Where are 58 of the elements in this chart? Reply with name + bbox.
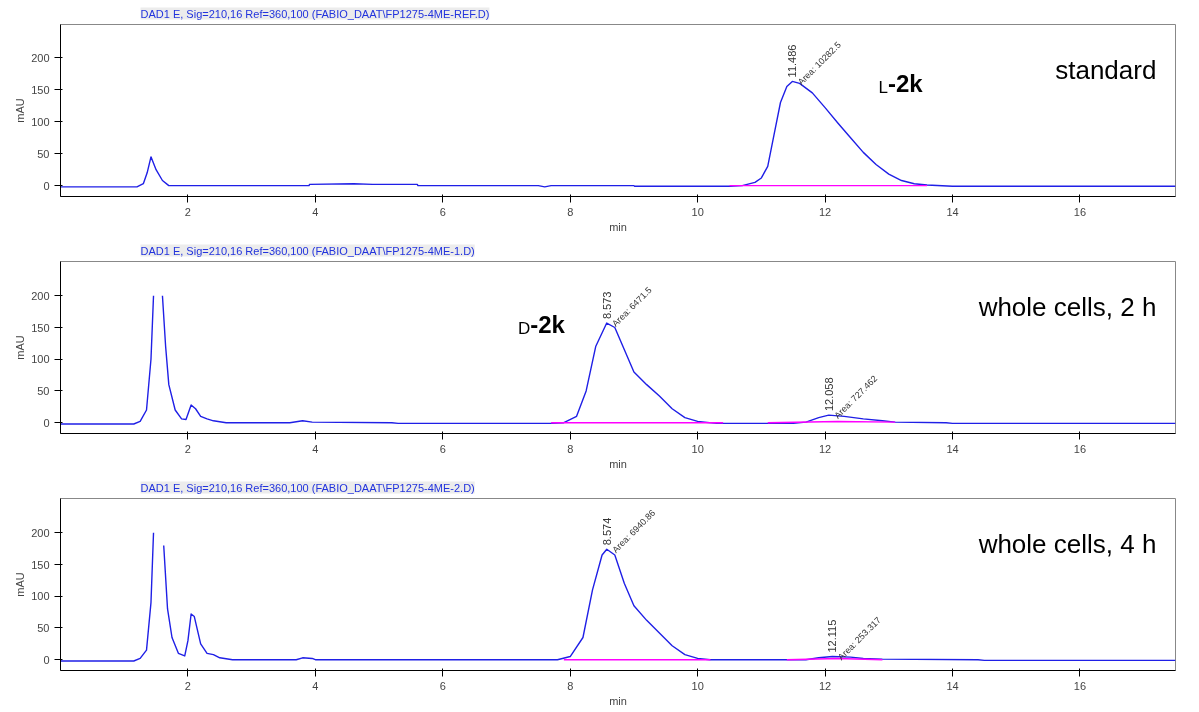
x-tick-label: 14 bbox=[946, 205, 959, 218]
y-tick-label: 200 bbox=[31, 526, 50, 539]
x-tick-label: 10 bbox=[691, 205, 704, 218]
x-tick-label: 2 bbox=[184, 679, 191, 692]
annotation: 12.058 bbox=[822, 377, 835, 412]
y-tick-label: 150 bbox=[31, 321, 50, 334]
x-axis-title: min bbox=[609, 457, 627, 470]
x-tick-label: 8 bbox=[567, 205, 574, 218]
annotation: whole cells, 2 h bbox=[977, 291, 1157, 322]
annotation: 8.573 bbox=[600, 291, 613, 320]
x-tick-label: 6 bbox=[439, 205, 446, 218]
annotation: D-2k bbox=[517, 311, 566, 339]
y-tick-label: 200 bbox=[31, 51, 50, 64]
x-axis-title: min bbox=[609, 694, 627, 707]
chart-title: DAD1 E, Sig=210,16 Ref=360,100 (FABIO_DAAT\FP1275-4ME-REF.D) bbox=[140, 7, 490, 20]
annotation: 8.574 bbox=[600, 517, 613, 546]
y-tick-label: 100 bbox=[31, 590, 50, 603]
annotation: 11.486 bbox=[786, 44, 799, 78]
chart-title: DAD1 E, Sig=210,16 Ref=360,100 (FABIO_DAAT\FP1275-4ME-2.D) bbox=[140, 481, 475, 494]
y-tick-label: 200 bbox=[31, 289, 50, 302]
x-tick-label: 10 bbox=[691, 679, 704, 692]
annotation: standard bbox=[1055, 54, 1157, 85]
chart-title: DAD1 E, Sig=210,16 Ref=360,100 (FABIO_DAAT\FP1275-4ME-1.D) bbox=[140, 244, 475, 257]
x-axis-title: min bbox=[609, 220, 627, 233]
y-axis-title: mAU bbox=[14, 572, 27, 597]
x-tick-label: 4 bbox=[312, 205, 319, 218]
y-tick-label: 0 bbox=[43, 179, 50, 192]
y-tick-label: 50 bbox=[37, 384, 50, 397]
x-tick-label: 14 bbox=[946, 679, 959, 692]
annotation: 12.115 bbox=[826, 619, 839, 653]
x-tick-label: 10 bbox=[691, 442, 704, 455]
y-tick-label: 50 bbox=[37, 147, 50, 160]
y-tick-label: 100 bbox=[31, 353, 50, 366]
x-tick-label: 2 bbox=[184, 205, 191, 218]
x-tick-label: 2 bbox=[184, 442, 191, 455]
x-tick-label: 8 bbox=[567, 442, 574, 455]
x-tick-label: 8 bbox=[567, 679, 574, 692]
x-tick-label: 12 bbox=[818, 442, 832, 455]
x-tick-label: 16 bbox=[1073, 679, 1087, 692]
x-tick-label: 12 bbox=[818, 679, 832, 692]
x-tick-label: 12 bbox=[818, 205, 832, 218]
y-axis-title: mAU bbox=[14, 98, 27, 123]
y-tick-label: 0 bbox=[43, 416, 50, 429]
x-tick-label: 6 bbox=[439, 442, 446, 455]
y-tick-label: 150 bbox=[31, 558, 50, 571]
x-tick-label: 16 bbox=[1073, 442, 1087, 455]
annotation: whole cells, 4 h bbox=[977, 528, 1157, 559]
y-tick-label: 100 bbox=[31, 115, 50, 128]
x-tick-label: 4 bbox=[312, 442, 319, 455]
x-tick-label: 14 bbox=[946, 442, 959, 455]
x-tick-label: 16 bbox=[1073, 205, 1087, 218]
x-tick-label: 4 bbox=[312, 679, 319, 692]
y-tick-label: 150 bbox=[31, 83, 50, 96]
x-tick-label: 6 bbox=[439, 679, 446, 692]
y-tick-label: 50 bbox=[37, 621, 50, 634]
y-tick-label: 0 bbox=[43, 653, 50, 666]
y-axis-title: mAU bbox=[14, 335, 27, 360]
annotation: L-2k bbox=[878, 70, 924, 98]
